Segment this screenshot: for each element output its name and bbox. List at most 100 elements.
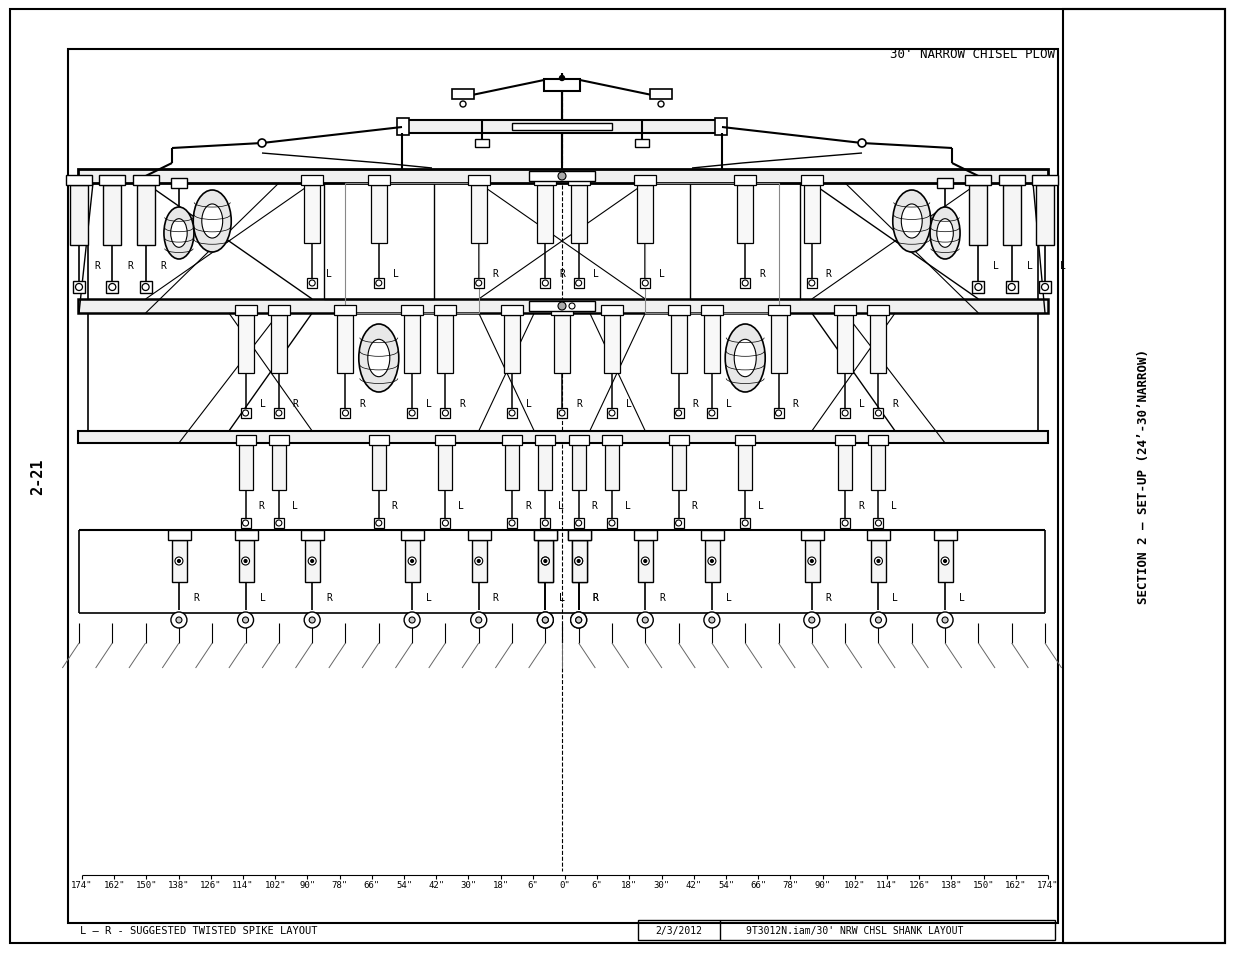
Circle shape xyxy=(242,618,248,623)
Circle shape xyxy=(576,618,582,623)
Bar xyxy=(871,315,887,374)
Text: 66": 66" xyxy=(364,881,380,889)
Bar xyxy=(337,315,353,374)
Circle shape xyxy=(876,411,882,416)
Circle shape xyxy=(742,520,748,526)
Bar xyxy=(269,436,289,446)
Bar xyxy=(501,306,524,315)
Ellipse shape xyxy=(359,325,399,393)
Text: L: L xyxy=(659,269,666,278)
Circle shape xyxy=(804,613,820,628)
Bar xyxy=(543,80,580,91)
Bar xyxy=(270,315,287,374)
Bar xyxy=(274,409,284,418)
Bar xyxy=(969,186,987,246)
Bar xyxy=(73,282,85,294)
Circle shape xyxy=(375,520,382,526)
Text: R: R xyxy=(493,269,499,278)
Text: L: L xyxy=(758,500,764,511)
Bar xyxy=(872,540,887,582)
Circle shape xyxy=(710,560,714,563)
Bar xyxy=(372,446,385,491)
Circle shape xyxy=(410,560,414,563)
Text: L: L xyxy=(860,398,864,409)
Bar xyxy=(301,175,324,186)
Text: R: R xyxy=(593,593,599,602)
Circle shape xyxy=(543,560,547,563)
Bar xyxy=(705,540,720,582)
Circle shape xyxy=(375,281,382,287)
Text: L: L xyxy=(326,269,332,278)
Text: R: R xyxy=(692,500,698,511)
Text: R: R xyxy=(525,500,531,511)
Text: 114": 114" xyxy=(877,881,898,889)
Bar xyxy=(341,409,351,418)
Bar xyxy=(573,518,584,529)
Bar xyxy=(472,540,487,582)
Text: L: L xyxy=(593,269,599,278)
Bar xyxy=(404,315,420,374)
Text: L: L xyxy=(259,593,266,602)
Circle shape xyxy=(776,411,782,416)
Circle shape xyxy=(642,618,648,623)
Text: L: L xyxy=(426,593,432,602)
Circle shape xyxy=(258,140,266,148)
Bar xyxy=(405,540,420,582)
Text: 126": 126" xyxy=(200,881,221,889)
Ellipse shape xyxy=(170,219,188,248)
Bar xyxy=(538,446,552,491)
Bar xyxy=(668,436,689,446)
Bar xyxy=(557,409,567,418)
Bar xyxy=(513,124,613,131)
Bar xyxy=(471,186,487,244)
Bar xyxy=(701,306,722,315)
Bar xyxy=(767,306,789,315)
Bar xyxy=(966,175,992,186)
Circle shape xyxy=(559,411,564,416)
Bar xyxy=(568,175,589,186)
Bar xyxy=(571,186,587,244)
Text: 126": 126" xyxy=(909,881,930,889)
Ellipse shape xyxy=(902,205,923,239)
Bar xyxy=(867,306,889,315)
Text: 42": 42" xyxy=(685,881,701,889)
Bar xyxy=(241,518,251,529)
Bar xyxy=(346,184,479,314)
Bar xyxy=(170,179,186,189)
Bar xyxy=(568,436,589,446)
Circle shape xyxy=(245,560,247,563)
Circle shape xyxy=(175,558,183,565)
Bar xyxy=(541,278,551,289)
Text: L: L xyxy=(291,500,298,511)
Circle shape xyxy=(842,520,848,526)
Circle shape xyxy=(509,520,515,526)
Circle shape xyxy=(477,560,480,563)
Text: R: R xyxy=(793,398,798,409)
Bar xyxy=(1005,282,1018,294)
Text: R: R xyxy=(893,398,898,409)
Ellipse shape xyxy=(734,340,756,377)
Bar xyxy=(835,436,855,446)
Bar xyxy=(1036,186,1053,246)
Circle shape xyxy=(242,520,248,526)
Circle shape xyxy=(311,560,314,563)
Circle shape xyxy=(342,411,348,416)
Bar xyxy=(435,306,457,315)
Bar xyxy=(867,531,890,540)
Text: L: L xyxy=(558,500,564,511)
Bar xyxy=(65,175,91,186)
Circle shape xyxy=(1008,284,1015,292)
Circle shape xyxy=(541,558,550,565)
Bar xyxy=(739,446,752,491)
Bar xyxy=(441,409,451,418)
Bar xyxy=(605,446,619,491)
Text: 150": 150" xyxy=(973,881,994,889)
Bar xyxy=(235,531,258,540)
Bar xyxy=(939,540,953,582)
Bar xyxy=(78,432,1049,443)
Text: 90": 90" xyxy=(299,881,315,889)
Text: 66": 66" xyxy=(750,881,766,889)
Bar xyxy=(635,140,650,148)
Bar xyxy=(272,446,285,491)
Text: L: L xyxy=(960,593,965,602)
